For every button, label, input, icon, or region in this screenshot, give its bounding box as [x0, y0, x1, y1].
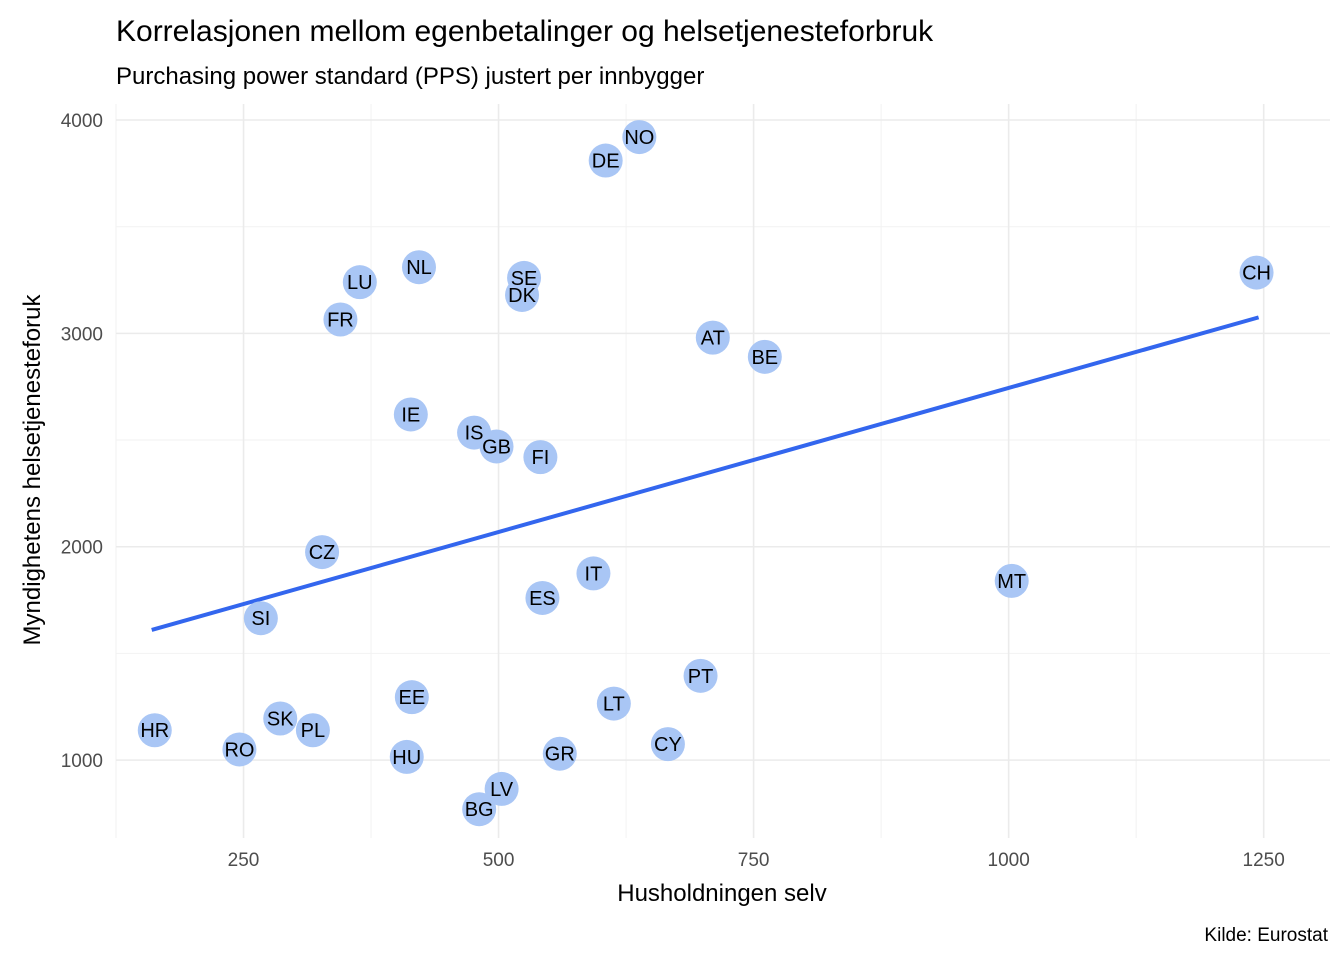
data-point-cz [305, 535, 340, 570]
point-label-hr: HR [140, 720, 169, 742]
data-point-lt [596, 686, 631, 721]
data-point-ro [222, 732, 257, 767]
point-label-cz: CZ [309, 542, 336, 564]
y-tick-label: 3000 [61, 324, 103, 345]
data-point-ee [394, 680, 429, 715]
data-point-it [576, 556, 611, 591]
chart-subtitle: Purchasing power standard (PPS) justert … [116, 63, 704, 90]
point-label-cy: CY [654, 734, 682, 756]
data-point-cy [650, 727, 685, 762]
data-point-dk [505, 277, 540, 312]
point-label-gb: GB [482, 436, 511, 458]
y-axis-title: Myndighetens helsetjenesteforuk [19, 294, 46, 646]
point-label-ro: RO [224, 739, 254, 761]
point-label-lv: LV [490, 779, 514, 801]
point-label-pt: PT [688, 666, 714, 688]
point-label-de: DE [592, 151, 620, 173]
point-label-lt: LT [603, 694, 625, 716]
trend-line-group [151, 315, 1260, 632]
point-label-es: ES [529, 588, 556, 610]
data-point-pt [683, 658, 718, 693]
point-label-ee: EE [399, 687, 426, 709]
data-point-bg [462, 792, 497, 827]
point-label-gr: GR [545, 744, 575, 766]
x-axis-ticks: 250 500 750 1000 1250 [228, 850, 1285, 871]
point-label-si: SI [251, 608, 270, 630]
data-point-de [588, 143, 623, 178]
data-point-gr [542, 736, 577, 771]
point-label-hu: HU [392, 747, 421, 769]
plot-grid [115, 104, 1330, 838]
chart-caption: Kilde: Eurostat [1204, 925, 1328, 946]
point-label-it: IT [585, 563, 603, 585]
point-label-lu: LU [347, 272, 373, 294]
x-tick-label: 500 [483, 850, 515, 871]
point-label-no: NO [624, 127, 654, 149]
data-point-no [622, 120, 657, 155]
point-label-mt: MT [997, 571, 1026, 593]
y-axis-ticks: 1000 2000 3000 4000 [61, 111, 103, 772]
point-label-nl: NL [406, 257, 432, 279]
x-tick-label: 1000 [988, 850, 1030, 871]
x-tick-label: 1250 [1243, 850, 1285, 871]
point-label-se: SE [511, 268, 538, 290]
x-axis-title: Husholdningen selv [617, 880, 826, 907]
data-point-pl [295, 713, 330, 748]
point-label-sk: SK [267, 709, 294, 731]
data-point-hu [389, 739, 424, 774]
point-label-pl: PL [301, 720, 325, 742]
data-points [137, 120, 1274, 827]
x-tick-label: 750 [738, 850, 770, 871]
y-tick-label: 2000 [61, 538, 103, 559]
point-label-fi: FI [531, 447, 549, 469]
point-label-ch: CH [1242, 263, 1271, 285]
point-label-bg: BG [465, 799, 494, 821]
data-point-be [747, 339, 782, 374]
data-point-es [525, 580, 560, 615]
data-point-lu [342, 265, 377, 300]
data-point-fr [323, 302, 358, 337]
point-label-at: AT [701, 328, 725, 350]
data-point-gb [479, 429, 514, 464]
point-label-ie: IE [401, 404, 420, 426]
data-point-at [695, 320, 730, 355]
data-point-fi [523, 440, 558, 475]
chart-title: Korrelasjonen mellom egenbetalinger og h… [116, 15, 934, 48]
data-point-mt [994, 563, 1029, 598]
data-point-ie [393, 397, 428, 432]
point-label-is: IS [465, 423, 484, 445]
data-point-si [243, 601, 278, 636]
trend-line [151, 315, 1260, 632]
y-tick-label: 1000 [61, 751, 103, 772]
data-point-nl [401, 250, 436, 285]
data-point-ch [1239, 255, 1274, 290]
data-point-lv [484, 771, 519, 806]
data-point-hr [137, 713, 172, 748]
y-tick-label: 4000 [61, 111, 103, 132]
point-label-fr: FR [327, 310, 354, 332]
data-point-sk [263, 701, 298, 736]
point-label-be: BE [751, 347, 778, 369]
point-label-dk: DK [508, 285, 536, 307]
x-tick-label: 250 [228, 850, 260, 871]
